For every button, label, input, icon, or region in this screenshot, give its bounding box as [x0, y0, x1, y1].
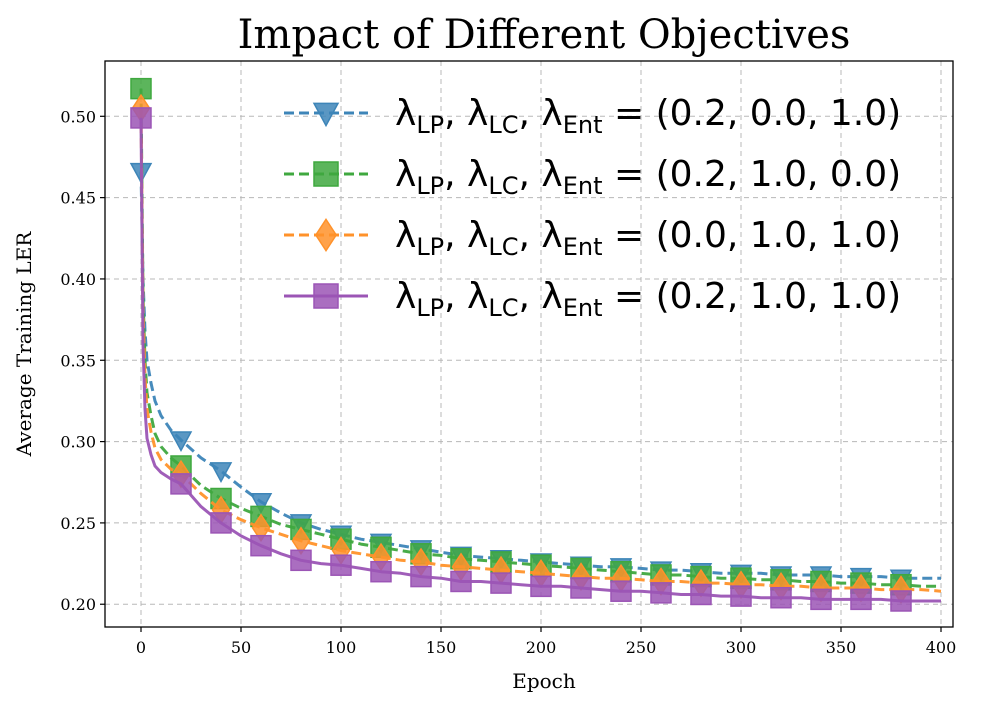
data-point [250, 534, 272, 557]
legend-entry: λLP, λLC, λEnt = (0.2, 0.0, 1.0) [284, 93, 901, 139]
x-ticks: 0 50 100 150 200 250 300 350 400 [136, 627, 956, 657]
legend-marker [313, 161, 339, 187]
data-point [249, 493, 273, 514]
data-point [530, 575, 552, 598]
legend-entry: λLP, λLC, λEnt = (0.0, 1.0, 1.0) [284, 215, 901, 261]
data-point [890, 590, 912, 612]
data-point [370, 560, 392, 583]
data-point [490, 572, 512, 594]
data-point [610, 580, 632, 602]
data-point [169, 431, 193, 453]
data-point [690, 583, 712, 606]
data-point [850, 588, 872, 611]
data-point [209, 462, 233, 483]
data-point [290, 549, 312, 572]
legend-marker [314, 218, 338, 252]
data-point [450, 570, 472, 593]
data-point [410, 565, 432, 588]
data-point [210, 512, 232, 534]
x-axis-label: Epoch [512, 669, 576, 693]
y-tick-label: 0.25 [60, 514, 96, 533]
data-point [330, 554, 352, 576]
y-axis-label: Average Training LER [12, 231, 36, 458]
series-4 [130, 107, 941, 612]
data-point [130, 107, 152, 129]
x-tick-label: 100 [326, 638, 357, 657]
data-point [570, 577, 592, 599]
x-tick-label: 50 [231, 638, 251, 657]
legend-entry: λLP, λLC, λEnt = (0.2, 1.0, 0.0) [284, 154, 901, 200]
legend-entry: λLP, λLC, λEnt = (0.2, 1.0, 1.0) [284, 276, 901, 322]
legend-label: λLP, λLC, λEnt = (0.0, 1.0, 1.0) [395, 215, 901, 261]
x-tick-label: 250 [626, 638, 657, 657]
legend-label: λLP, λLC, λEnt = (0.2, 0.0, 1.0) [395, 93, 901, 139]
x-tick-label: 200 [526, 638, 557, 657]
y-tick-label: 0.50 [60, 107, 96, 126]
legend-label: λLP, λLC, λEnt = (0.2, 1.0, 1.0) [395, 276, 901, 322]
plot-frame [104, 60, 954, 628]
x-tick-label: 350 [826, 638, 857, 657]
legend: λLP, λLC, λEnt = (0.2, 0.0, 1.0) λLP, λLC… [284, 93, 901, 322]
data-point [810, 588, 832, 611]
legend-label: λLP, λLC, λEnt = (0.2, 1.0, 0.0) [395, 154, 901, 200]
data-point [770, 586, 792, 609]
data-point [730, 585, 752, 607]
y-tick-label: 0.20 [60, 595, 96, 614]
y-tick-label: 0.45 [60, 189, 96, 208]
data-point [170, 473, 192, 495]
data-point [650, 582, 672, 604]
y-tick-label: 0.40 [60, 270, 96, 289]
grid [105, 61, 953, 627]
x-tick-label: 300 [726, 638, 757, 657]
x-tick-label: 150 [426, 638, 457, 657]
y-tick-label: 0.35 [60, 351, 96, 370]
chart-title: Impact of Different Objectives [238, 12, 851, 58]
series-layer [129, 77, 942, 612]
y-ticks: 0.20 0.25 0.30 0.35 0.40 0.45 0.50 [60, 107, 105, 614]
x-tick-label: 400 [926, 638, 957, 657]
x-tick-label: 0 [136, 638, 146, 657]
y-tick-label: 0.30 [60, 433, 96, 452]
legend-marker [313, 283, 339, 309]
legend-marker [312, 102, 340, 128]
